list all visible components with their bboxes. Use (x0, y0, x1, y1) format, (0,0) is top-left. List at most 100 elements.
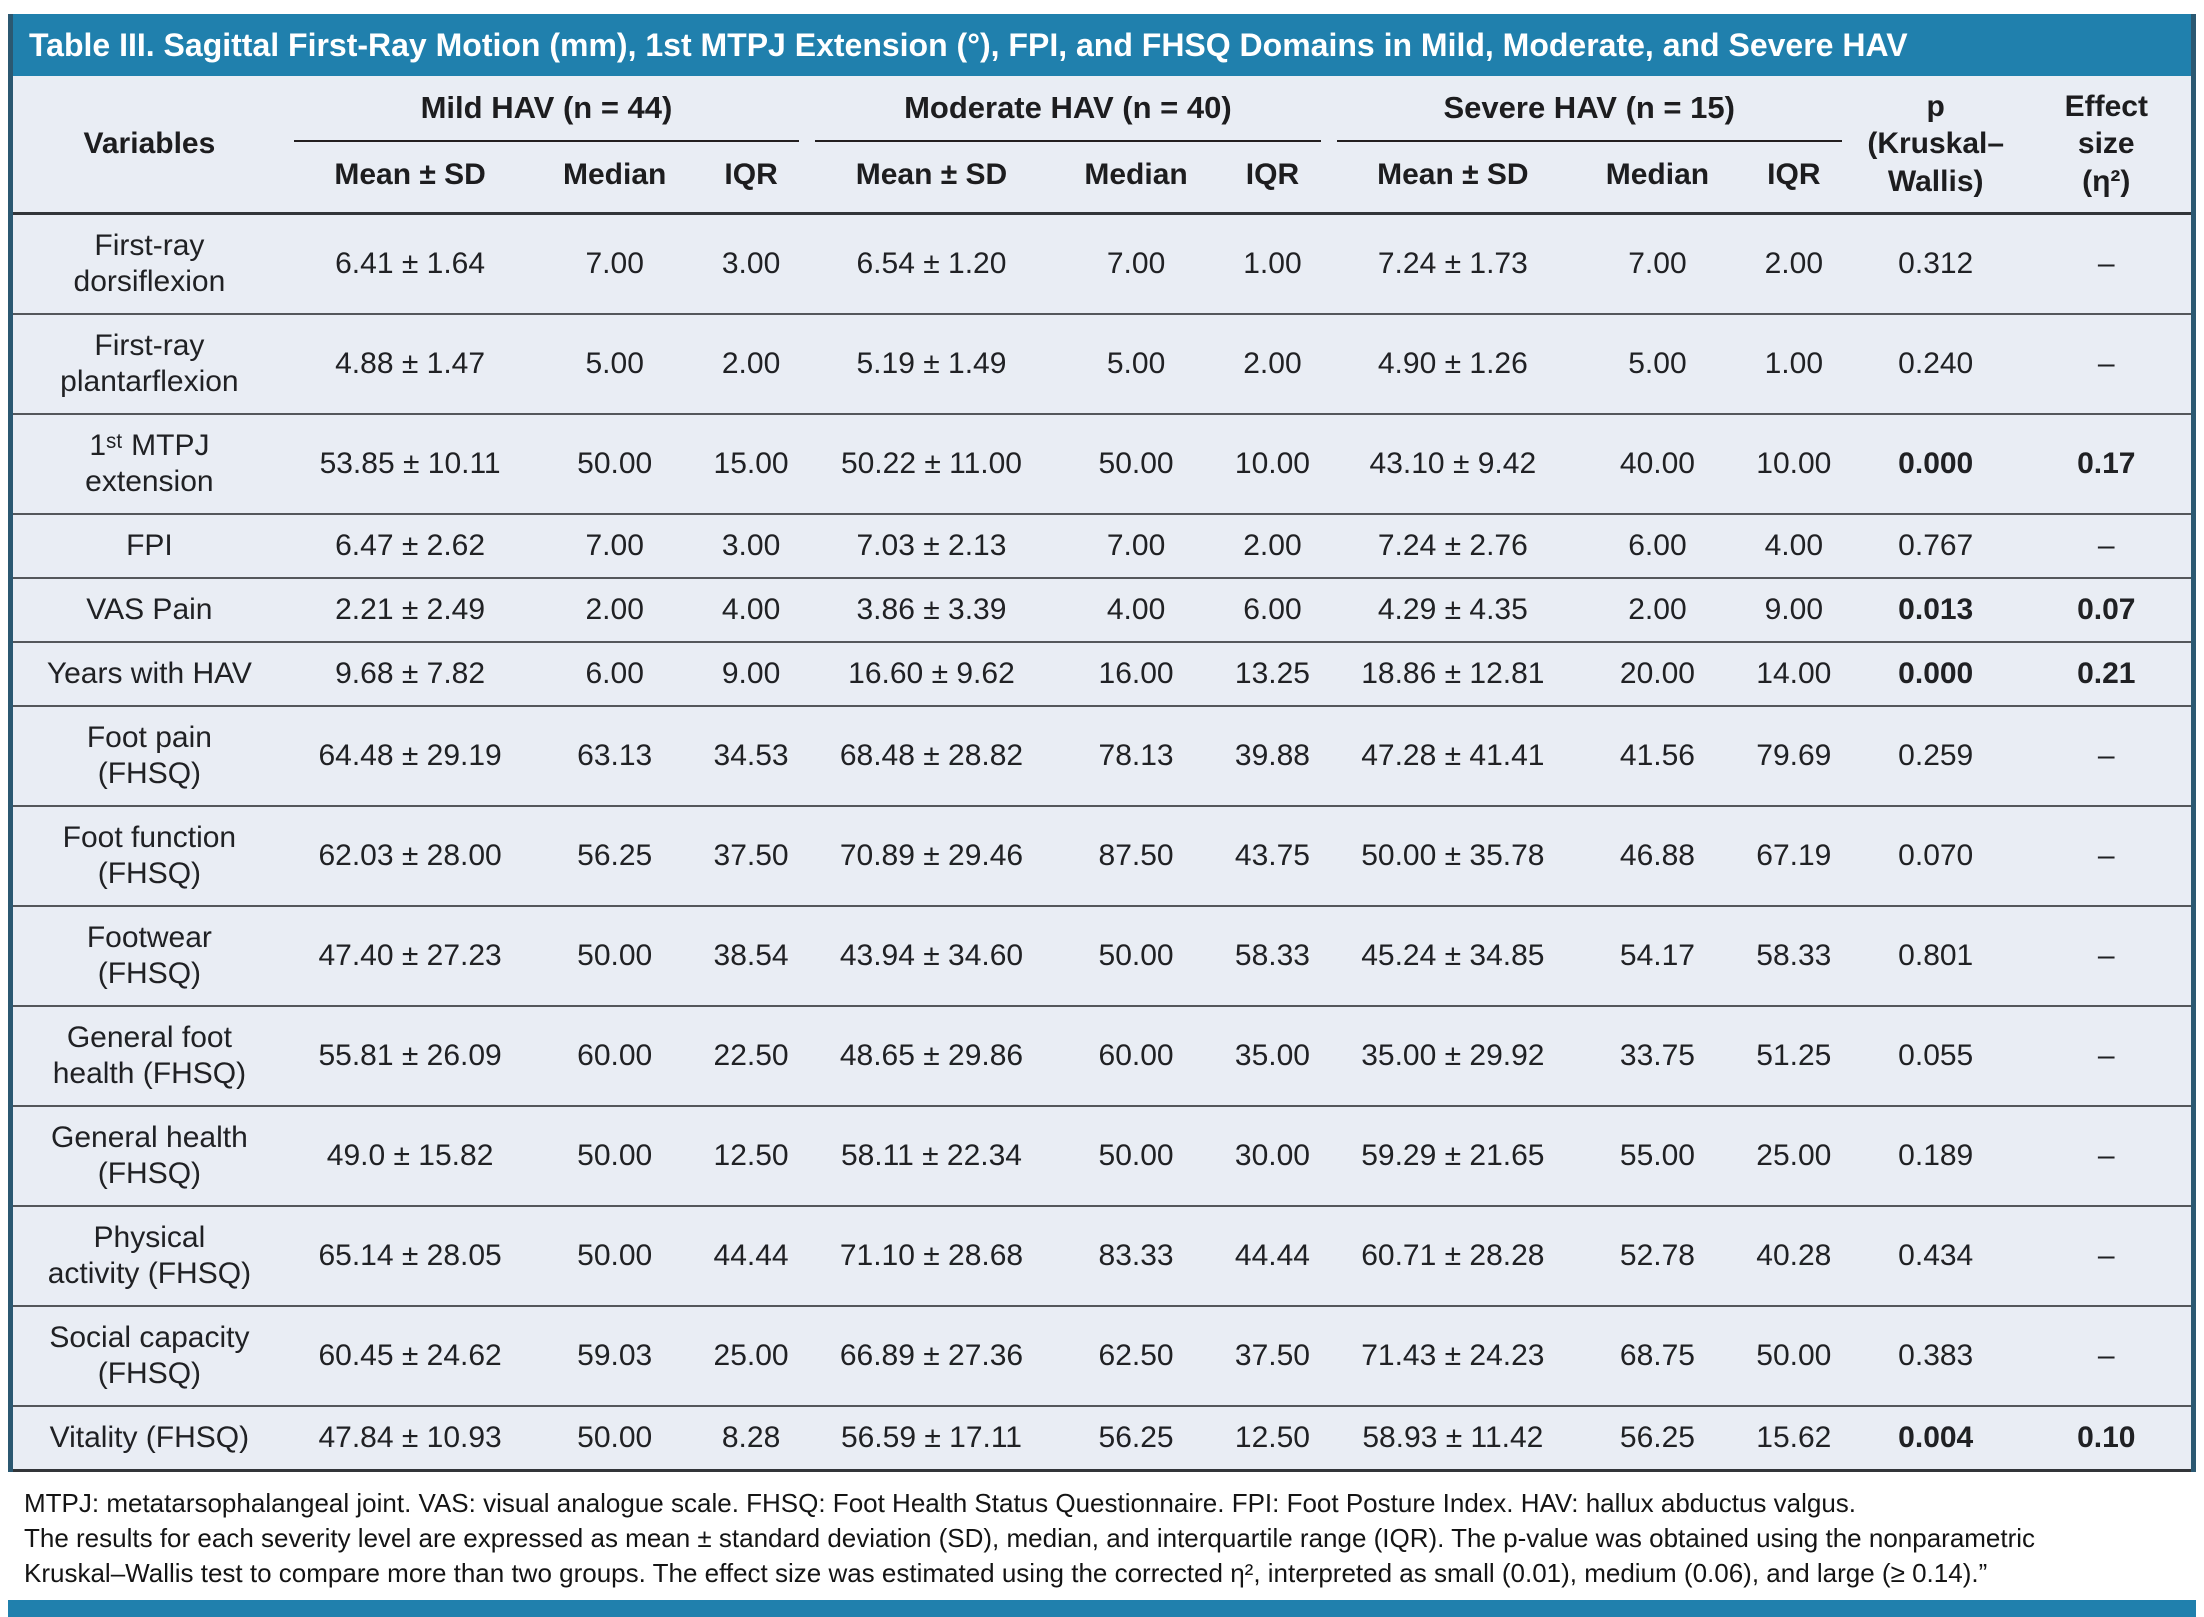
group-header-mild-label: Mild HAV (n = 44) (293, 90, 800, 142)
value-cell: 7.00 (1106, 247, 1166, 280)
variable-cell: First-ray dorsiflexion (73, 229, 226, 298)
value-cell: 79.69 (1756, 739, 1832, 772)
effect-size-cell: – (2097, 1339, 2115, 1372)
group-header-row: Variables Mild HAV (n = 44) Moderate HAV… (13, 76, 2191, 198)
value-cell: 40.28 (1756, 1239, 1832, 1272)
value-cell: 2.00 (1243, 347, 1302, 380)
value-cell: 7.24 ± 2.76 (1377, 529, 1528, 562)
p-value-cell: 0.013 (1898, 593, 1974, 626)
value-cell: 68.48 ± 28.82 (839, 739, 1024, 772)
variable-cell: Physical activity (FHSQ) (47, 1221, 252, 1290)
effect-size-cell: – (2097, 1139, 2115, 1172)
value-cell: 20.00 (1619, 657, 1695, 690)
value-cell: 66.89 ± 27.36 (839, 1339, 1024, 1372)
p-value-cell: 0.000 (1898, 447, 1974, 480)
value-cell: 78.13 (1098, 739, 1174, 772)
effect-size-column-header: Effect size (η²) (2064, 89, 2148, 198)
effect-size-cell: – (2097, 529, 2115, 562)
value-cell: 4.29 ± 4.35 (1377, 593, 1528, 626)
table-footnotes: MTPJ: metatarsophalangeal joint. VAS: vi… (8, 1472, 2196, 1591)
value-cell: 6.41 ± 1.64 (335, 247, 486, 280)
value-cell: 40.00 (1619, 447, 1695, 480)
value-cell: 60.71 ± 28.28 (1361, 1239, 1545, 1272)
footnote-methods-line-2: Kruskal–Wallis test to compare more than… (24, 1558, 1988, 1589)
value-cell: 70.89 ± 29.46 (839, 839, 1024, 872)
value-cell: 2.21 ± 2.49 (335, 593, 486, 626)
value-cell: 3.00 (721, 529, 781, 562)
value-cell: 1.00 (1764, 347, 1824, 380)
value-cell: 43.75 (1234, 839, 1310, 872)
group-header-mild: Mild HAV (n = 44) (286, 76, 807, 142)
value-cell: 2.00 (721, 347, 781, 380)
value-cell: 50.00 (577, 447, 653, 480)
value-cell: 12.50 (713, 1139, 789, 1172)
variable-cell: Social capacity (FHSQ) (49, 1321, 250, 1390)
value-cell: 43.94 ± 34.60 (839, 939, 1024, 972)
value-cell: 7.00 (1106, 529, 1166, 562)
table-row: Years with HAV 9.68 ± 7.82 6.00 9.00 16.60 ±… (13, 642, 2191, 706)
table-row: Social capacity (FHSQ) 60.45 ± 24.62 59.03… (13, 1306, 2191, 1406)
subheader-iqr: IQR (724, 158, 778, 191)
value-cell: 18.86 ± 12.81 (1361, 657, 1545, 690)
bottom-accent-bar (8, 1600, 2196, 1617)
value-cell: 15.00 (713, 447, 789, 480)
value-cell: 5.00 (585, 347, 644, 380)
value-cell: 9.00 (1764, 593, 1824, 626)
value-cell: 7.00 (585, 247, 644, 280)
value-cell: 65.14 ± 28.05 (318, 1239, 502, 1272)
value-cell: 9.00 (721, 657, 781, 690)
value-cell: 44.44 (713, 1239, 789, 1272)
value-cell: 2.00 (585, 593, 644, 626)
value-cell: 52.78 (1619, 1239, 1695, 1272)
p-value-cell: 0.000 (1898, 657, 1974, 690)
value-cell: 30.00 (1234, 1139, 1310, 1172)
variable-cell: Years with HAV (46, 657, 252, 690)
footnote-methods-line-1: The results for each severity level are … (24, 1523, 2036, 1554)
group-header-severe: Severe HAV (n = 15) (1329, 76, 1850, 142)
variable-cell: VAS Pain (86, 593, 213, 626)
effect-size-cell: – (2097, 1239, 2115, 1272)
value-cell: 59.29 ± 21.65 (1361, 1139, 1545, 1172)
value-cell: 22.50 (713, 1039, 789, 1072)
value-cell: 7.00 (1628, 247, 1687, 280)
value-cell: 16.00 (1098, 657, 1174, 690)
value-cell: 47.84 ± 10.93 (318, 1421, 502, 1454)
value-cell: 41.56 (1619, 739, 1695, 772)
table-row: 1ˢᵗ MTPJ extension 53.85 ± 10.11 50.00 15.0… (13, 414, 2191, 514)
value-cell: 39.88 (1234, 739, 1310, 772)
table-row: Vitality (FHSQ) 47.84 ± 10.93 50.00 8.28 56.… (13, 1406, 2191, 1471)
data-table: Variables Mild HAV (n = 44) Moderate HAV… (13, 76, 2191, 1472)
effect-size-cell: 0.10 (2077, 1421, 2136, 1454)
value-cell: 4.90 ± 1.26 (1377, 347, 1528, 380)
p-value-cell: 0.801 (1898, 939, 1974, 972)
value-cell: 50.00 (577, 1139, 653, 1172)
value-cell: 4.88 ± 1.47 (335, 347, 486, 380)
value-cell: 67.19 (1756, 839, 1832, 872)
value-cell: 56.59 ± 17.11 (840, 1421, 1022, 1454)
group-header-moderate-label: Moderate HAV (n = 40) (815, 90, 1321, 142)
value-cell: 50.00 (1098, 939, 1174, 972)
value-cell: 58.33 (1756, 939, 1832, 972)
value-cell: 62.50 (1098, 1339, 1174, 1372)
value-cell: 7.00 (585, 529, 644, 562)
table-title: Table III. Sagittal First-Ray Motion (mm… (29, 27, 1908, 63)
value-cell: 71.43 ± 24.23 (1361, 1339, 1545, 1372)
value-cell: 35.00 ± 29.92 (1361, 1039, 1545, 1072)
effect-size-cell: – (2097, 347, 2115, 380)
value-cell: 87.50 (1098, 839, 1174, 872)
value-cell: 58.33 (1234, 939, 1310, 972)
value-cell: 6.00 (1628, 529, 1687, 562)
subheader-mean-sd: Mean ± SD (334, 158, 486, 191)
variable-cell: Footwear (FHSQ) (86, 921, 212, 990)
value-cell: 10.00 (1756, 447, 1832, 480)
value-cell: 4.00 (1106, 593, 1166, 626)
value-cell: 5.00 (1106, 347, 1166, 380)
value-cell: 50.00 (1098, 447, 1174, 480)
effect-size-cell: 0.21 (2077, 657, 2136, 690)
value-cell: 38.54 (713, 939, 789, 972)
value-cell: 6.00 (585, 657, 644, 690)
variable-cell: Foot pain (FHSQ) (86, 721, 212, 790)
value-cell: 12.50 (1234, 1421, 1310, 1454)
value-cell: 1.00 (1243, 247, 1302, 280)
